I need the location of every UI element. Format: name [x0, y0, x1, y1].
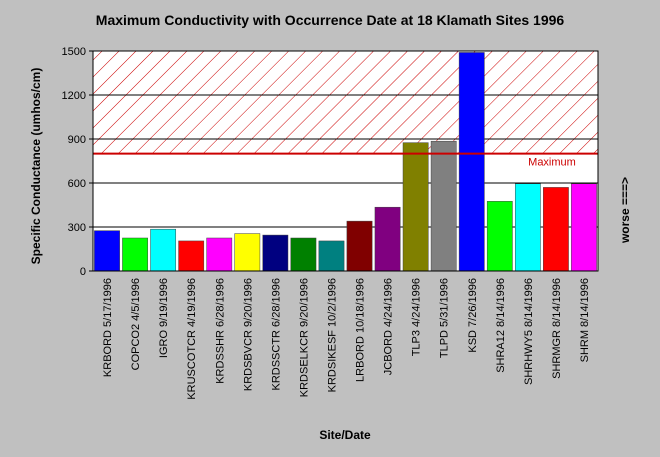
bar-15 [486, 201, 513, 272]
bar-3 [150, 228, 177, 272]
x-tick-label: KRDSBVCR 9/20/1996 [242, 278, 254, 391]
y-tick-label: 900 [68, 134, 86, 146]
y-tick-label: 300 [68, 222, 86, 234]
bar-13 [430, 140, 457, 272]
x-tick-label: TLP3 4/24/1996 [411, 278, 423, 356]
chart-title: Maximum Conductivity with Occurrence Dat… [95, 12, 565, 28]
y-tick-label: 1200 [62, 90, 86, 102]
plot-frame [92, 50, 599, 272]
y-tick-label: 600 [68, 178, 86, 190]
bar-1 [94, 230, 120, 272]
x-tick-label: SHRMGR 8/14/1996 [551, 278, 563, 379]
x-tick-label: KRDSIKESF 10/2/1996 [326, 278, 338, 392]
x-tick-label: KRBORD 5/17/1996 [102, 278, 114, 377]
bar-8 [290, 237, 317, 272]
bar-17 [543, 187, 569, 272]
x-tick-label: KSD 7/26/1996 [467, 278, 479, 353]
bar-7 [262, 234, 289, 272]
x-tick-label: IGRO 9/19/1996 [158, 278, 170, 358]
bar-16 [514, 183, 541, 272]
bar-4 [178, 240, 205, 272]
x-tick-label: JCBORD 4/24/1996 [383, 278, 395, 375]
x-tick-label: KRDSSHR 6/28/1996 [214, 278, 226, 384]
bar-10 [346, 220, 373, 272]
bar-14 [458, 52, 485, 272]
threshold-label: Maximum [528, 157, 576, 169]
exceedance-zone [93, 51, 598, 154]
x-tick-label: KRUSCOTCR 4/19/1996 [186, 278, 198, 400]
bar-2 [122, 237, 148, 272]
x-tick-label: KRDSELKCR 9/20/1996 [298, 278, 310, 397]
bar-9 [318, 240, 345, 272]
y-tick-label: 0 [80, 266, 86, 278]
y-tick-label: 1500 [62, 46, 86, 58]
x-tick-label: SHRA12 8/14/1996 [495, 278, 507, 373]
bar-6 [234, 233, 261, 272]
bar-12 [402, 142, 429, 272]
bar-18 [571, 183, 597, 272]
x-tick-label: SHRHWY5 8/14/1996 [523, 278, 535, 385]
bar-5 [206, 237, 233, 272]
x-axis-label: Site/Date [319, 428, 371, 442]
bar-11 [374, 206, 401, 272]
x-tick-label: SHRM 8/14/1996 [579, 278, 591, 362]
x-tick-label: LRBORD 10/18/1996 [355, 278, 367, 382]
x-tick-label: KRDSSCTR 6/28/1996 [270, 278, 282, 391]
x-tick-label: TLPD 5/31/1996 [439, 278, 451, 358]
x-tick-label: COPCO2 4/5/1996 [130, 278, 142, 370]
